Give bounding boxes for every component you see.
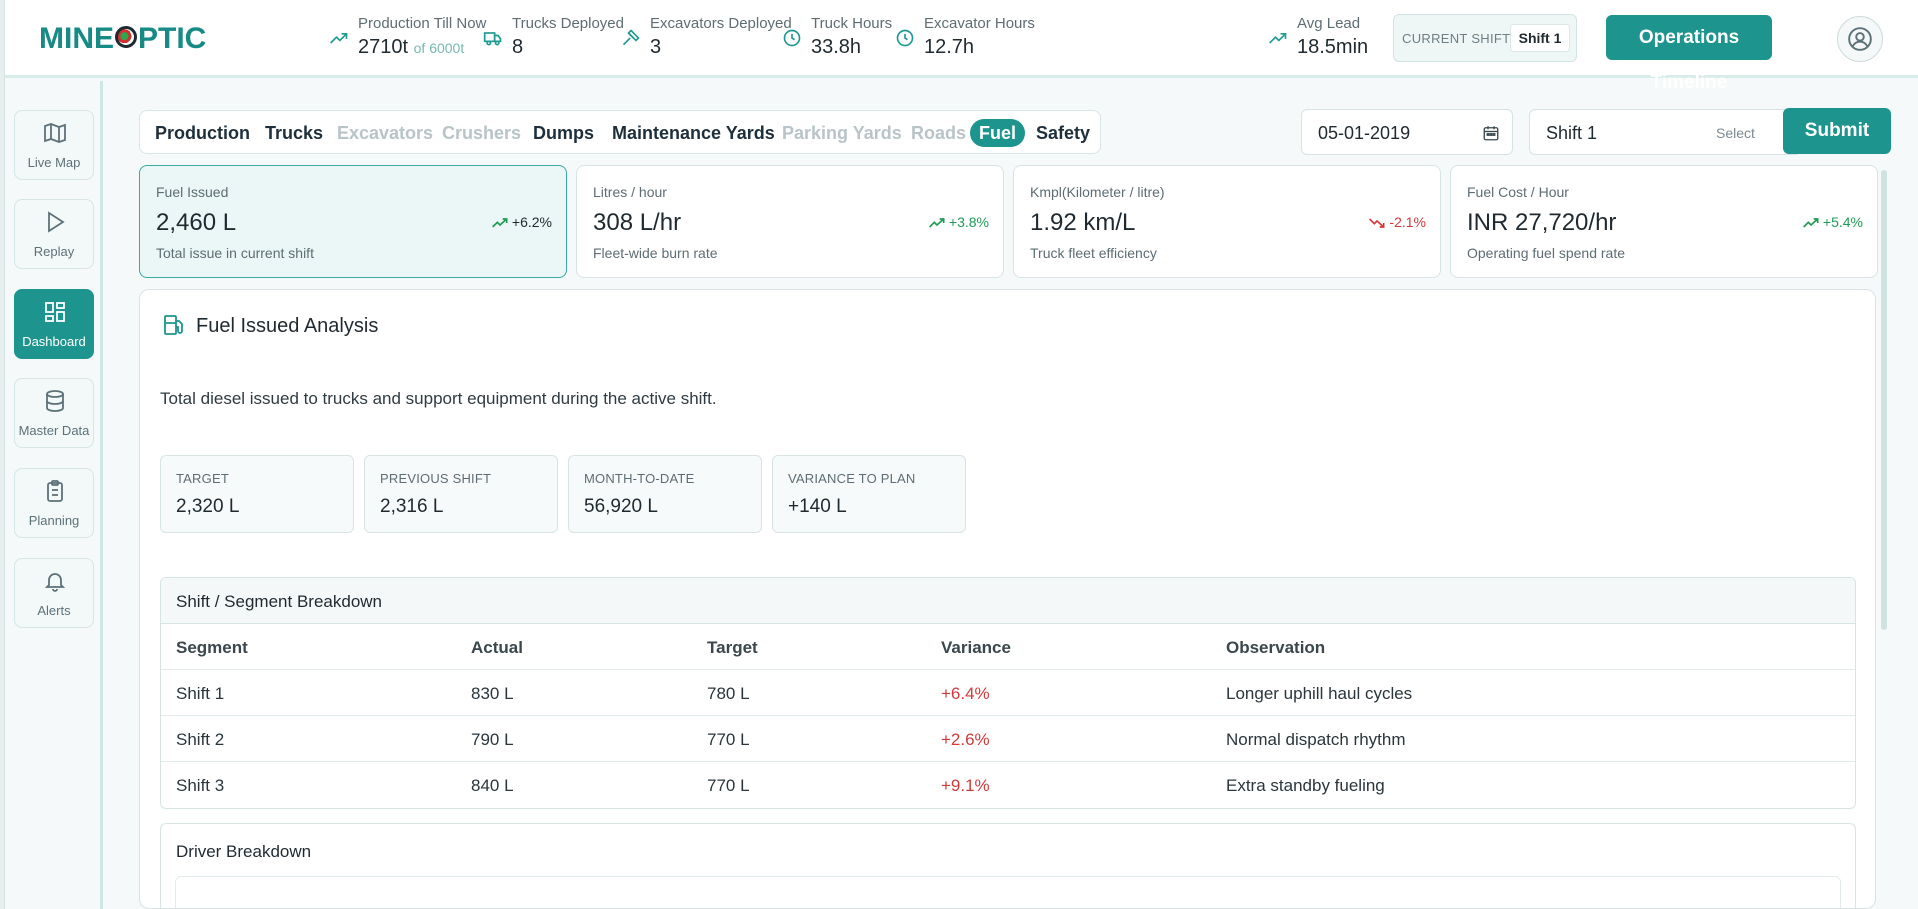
app-frame: MINE PTIC Production Till Now 2710t of 60…	[4, 0, 1918, 909]
sidebar-item-replay[interactable]: Replay	[14, 199, 94, 269]
operations-timeline-button[interactable]: Operations Timeline	[1606, 15, 1772, 93]
table-row: Shift 3 840 L 770 L +9.1% Extra standby …	[176, 776, 1385, 795]
driver-breakdown-table: Driver Breakdown	[160, 823, 1856, 908]
calendar-icon	[1483, 126, 1499, 141]
section-tabs: Production Trucks Excavators Crushers Du…	[139, 110, 1101, 154]
dashboard-icon	[45, 302, 65, 322]
sidebar-item-alerts[interactable]: Alerts	[14, 558, 94, 628]
profile-button[interactable]	[1837, 16, 1883, 62]
top-header: MINE PTIC Production Till Now 2710t of 60…	[5, 0, 1918, 93]
trend-up-icon	[330, 33, 348, 44]
segment-breakdown-table: Shift / Segment Breakdown Segment Actual…	[160, 577, 1856, 809]
clock-icon	[896, 29, 914, 47]
submit-button[interactable]: Submit	[1783, 108, 1891, 154]
kpi-card-litres-per-hour[interactable]: Litres / hour 308 L/hr +3.8% Fleet-wide …	[576, 165, 1004, 278]
tab-fuel[interactable]: Fuel	[970, 119, 1026, 147]
metric-variance-to-plan: VARIANCE TO PLAN +140 L	[772, 455, 966, 533]
app-logo: MINE PTIC	[39, 22, 207, 55]
clock-icon	[783, 29, 801, 47]
current-shift-indicator: CURRENT SHIFT Shift 1	[1393, 14, 1577, 62]
database-icon	[46, 390, 64, 412]
sidebar-item-live-map[interactable]: Live Map	[14, 110, 94, 180]
trend-up-icon	[491, 218, 508, 228]
tab-dumps[interactable]: Dumps	[533, 123, 595, 143]
kpi-card-fuel-cost[interactable]: Fuel Cost / Hour INR 27,720/hr +5.4% Ope…	[1450, 165, 1878, 278]
kpi-trend: +3.8%	[928, 214, 989, 230]
tab-crushers[interactable]: Crushers	[442, 123, 522, 143]
table-title: Shift / Segment Breakdown	[161, 578, 1855, 624]
trend-up-icon	[1802, 218, 1819, 228]
metric-previous-shift: PREVIOUS SHIFT 2,316 L	[364, 455, 558, 533]
kpi-trend: -2.1%	[1369, 214, 1426, 230]
sidebar: Live Map Replay Dashboard Master Data Pl…	[5, 81, 103, 909]
tab-excavators[interactable]: Excavators	[337, 123, 434, 143]
table-row: Shift 1 830 L 780 L +6.4% Longer uphill …	[161, 670, 1855, 716]
truck-icon	[483, 32, 502, 46]
sidebar-item-dashboard[interactable]: Dashboard	[14, 289, 94, 359]
play-icon	[48, 211, 65, 233]
fuel-analysis-panel: Fuel Issued Analysis Total diesel issued…	[139, 289, 1876, 909]
tab-production[interactable]: Production	[155, 123, 250, 143]
fuel-pump-icon	[164, 315, 183, 335]
trend-up-icon	[928, 218, 945, 228]
tab-safety[interactable]: Safety	[1036, 123, 1091, 143]
sidebar-item-planning[interactable]: Planning	[14, 468, 94, 538]
panel-description: Total diesel issued to trucks and suppor…	[160, 389, 717, 408]
panel-title: Fuel Issued Analysis	[196, 315, 379, 337]
table-header-row: Segment Actual Target Variance Observati…	[161, 624, 1855, 670]
tab-parking-yards[interactable]: Parking Yards	[782, 123, 902, 143]
excavator-icon	[622, 29, 640, 46]
logo-globe-icon	[115, 26, 137, 49]
metric-target: TARGET 2,320 L	[160, 455, 354, 533]
bell-icon	[44, 573, 66, 592]
trend-down-icon	[1369, 218, 1385, 229]
user-icon	[1848, 27, 1872, 51]
trend-up-icon	[1269, 33, 1287, 44]
tab-trucks[interactable]: Trucks	[265, 123, 324, 143]
driver-table-body	[175, 876, 1841, 908]
metric-month-to-date: MONTH-TO-DATE 56,920 L	[568, 455, 762, 533]
clipboard-icon	[47, 480, 63, 502]
kpi-trend: +6.2%	[491, 214, 552, 230]
scrollbar-thumb[interactable]	[1881, 170, 1887, 630]
kpi-card-fuel-issued[interactable]: Fuel Issued 2,460 L +6.2% Total issue in…	[139, 165, 567, 278]
kpi-card-kmpl[interactable]: Kmpl(Kilometer / litre) 1.92 km/L -2.1% …	[1013, 165, 1441, 278]
tab-roads[interactable]: Roads	[911, 123, 967, 143]
table-row: Shift 2 790 L 770 L +2.6% Normal dispatc…	[161, 716, 1855, 762]
tab-maintenance-yards[interactable]: Maintenance Yards	[612, 123, 775, 143]
date-picker[interactable]: 05-01-2019	[1301, 109, 1513, 155]
table-title: Driver Breakdown	[176, 842, 312, 861]
shift-select[interactable]: Shift 1 Select	[1529, 109, 1801, 155]
sidebar-item-master-data[interactable]: Master Data	[14, 378, 94, 448]
map-icon	[44, 123, 66, 143]
kpi-trend: +5.4%	[1802, 214, 1863, 230]
current-shift-value: Shift 1	[1510, 24, 1570, 52]
